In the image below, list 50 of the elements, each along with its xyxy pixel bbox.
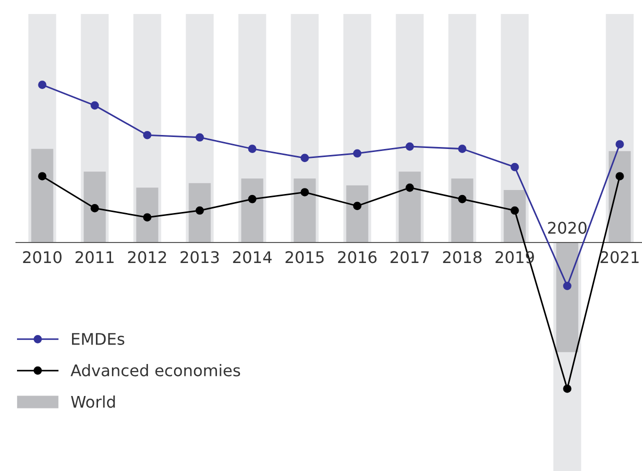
x-tick-label: 2021 [600,251,639,264]
point [38,172,46,180]
point [196,133,204,142]
point [248,194,256,204]
bar [504,190,526,242]
point [38,80,46,89]
x-tick-label: 2017 [390,251,429,264]
point [90,101,99,110]
x-tick-label: 2013 [180,251,219,264]
x-tick-label: 2018 [443,251,482,264]
x-tick-label: 2020 [548,222,587,234]
x-tick-label: 2010 [23,251,62,264]
point [616,140,624,148]
point [196,206,204,215]
x-tick-label: 2016 [338,251,377,264]
bar [84,172,106,242]
bar [608,151,631,242]
bar [346,185,368,242]
point [406,142,414,151]
point [510,162,519,172]
point [510,206,519,215]
bar [451,178,474,242]
bar [398,172,421,242]
bar [188,183,211,242]
point [458,144,466,153]
bar [556,242,578,352]
point [300,154,309,162]
point [90,204,99,212]
bar [294,178,316,242]
point [143,130,152,140]
legend-label: Advanced economies [70,364,240,376]
legend-label: World [71,395,115,408]
point [563,384,572,393]
bar [136,188,158,242]
x-tick-label: 2015 [286,251,324,264]
x-tick-label: 2011 [76,251,114,264]
bar [241,178,264,242]
legend-label: EMDEs [72,333,124,345]
point [406,183,414,192]
point [248,144,256,153]
point [616,172,624,180]
point [353,202,362,210]
point [143,213,152,222]
x-tick-label: 2012 [128,251,166,264]
point [563,282,572,290]
point [458,194,466,204]
point [300,188,309,196]
bar [31,148,54,242]
x-tick-label: 2014 [233,251,272,264]
point [353,149,362,158]
